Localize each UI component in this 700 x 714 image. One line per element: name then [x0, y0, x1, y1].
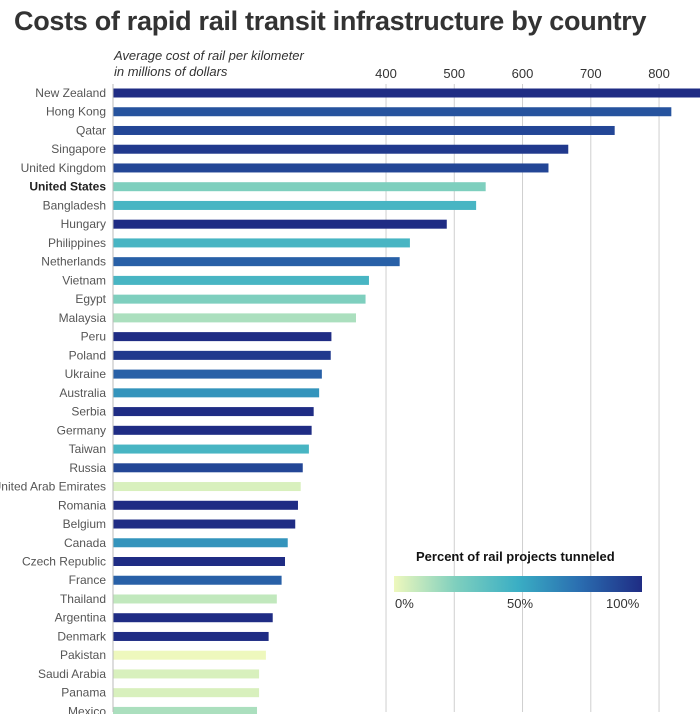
chart-title: Costs of rapid rail transit infrastructu… [14, 6, 647, 36]
country-label-russia: Russia [69, 461, 106, 475]
bar-taiwan [113, 444, 309, 454]
country-label-pakistan: Pakistan [60, 648, 106, 662]
bar-egypt [113, 294, 366, 304]
bar-serbia [113, 407, 314, 417]
legend-label-50: 50% [507, 596, 534, 611]
bar-united-states [113, 182, 486, 192]
country-label-panama: Panama [61, 686, 106, 700]
bar-hungary [113, 219, 447, 229]
x-tick-label-500: 500 [443, 66, 465, 81]
x-axis-ticks: 400 500 600 700 800 [375, 66, 670, 81]
country-label-peru: Peru [81, 330, 106, 344]
country-label-hong-kong: Hong Kong [46, 105, 106, 119]
country-label-united-arab-emirates: United Arab Emirates [0, 480, 106, 494]
country-label-singapore: Singapore [51, 142, 106, 156]
country-label-vietnam: Vietnam [62, 273, 106, 287]
country-label-romania: Romania [58, 498, 106, 512]
country-label-qatar: Qatar [76, 123, 106, 137]
bar-ukraine [113, 369, 322, 379]
country-label-belgium: Belgium [63, 517, 106, 531]
country-label-serbia: Serbia [71, 405, 106, 419]
bar-czech-republic [113, 557, 286, 566]
bar-france [113, 575, 282, 585]
bar-peru [113, 332, 332, 342]
gridlines [385, 84, 660, 712]
bar-panama [113, 688, 260, 698]
country-label-germany: Germany [57, 423, 106, 437]
country-label-egypt: Egypt [75, 292, 106, 306]
bar-new-zealand [113, 88, 700, 98]
country-label-australia: Australia [59, 386, 106, 400]
bar-malaysia [113, 313, 356, 323]
country-label-argentina: Argentina [55, 611, 107, 625]
bar-argentina [113, 613, 273, 623]
subtitle-line-2: in millions of dollars [114, 64, 228, 79]
bar-poland [113, 350, 331, 360]
country-label-france: France [69, 573, 107, 587]
bar-hong-kong [113, 107, 672, 117]
bar-united-kingdom [113, 163, 549, 173]
country-label-philippines: Philippines [48, 236, 106, 250]
bar-australia [113, 388, 320, 398]
bar-denmark [113, 631, 269, 641]
country-label-canada: Canada [64, 536, 106, 550]
country-label-new-zealand: New Zealand [35, 86, 106, 100]
country-label-ukraine: Ukraine [65, 367, 107, 381]
country-label-bangladesh: Bangladesh [43, 198, 106, 212]
bar-singapore [113, 144, 569, 154]
country-label-taiwan: Taiwan [69, 442, 106, 456]
legend-label-100: 100% [606, 596, 640, 611]
country-label-hungary: Hungary [61, 217, 106, 231]
bar-netherlands [113, 257, 400, 267]
country-label-czech-republic: Czech Republic [22, 555, 106, 569]
chart-subtitle: Average cost of rail per kilometer in mi… [114, 48, 304, 80]
x-tick-label-700: 700 [580, 66, 602, 81]
bar-mexico [113, 706, 258, 714]
bar-pakistan [113, 650, 266, 660]
country-label-denmark: Denmark [57, 629, 107, 643]
legend-label-0: 0% [395, 596, 414, 611]
bar-philippines [113, 238, 410, 248]
bar-united-arab-emirates [113, 482, 301, 492]
bars [113, 88, 700, 714]
x-tick-label-400: 400 [375, 66, 397, 81]
country-label-united-states: United States [29, 180, 106, 194]
country-label-mexico: Mexico [68, 704, 106, 714]
bar-bangladesh [113, 200, 477, 210]
x-tick-label-800: 800 [648, 66, 670, 81]
country-label-thailand: Thailand [60, 592, 106, 606]
legend-color-ramp [394, 576, 642, 592]
legend-title: Percent of rail projects tunneled [416, 549, 615, 564]
bar-thailand [113, 594, 277, 604]
bar-saudi-arabia [113, 669, 260, 679]
bar-romania [113, 500, 298, 510]
country-label-saudi-arabia: Saudi Arabia [38, 667, 106, 681]
subtitle-line-1: Average cost of rail per kilometer [114, 48, 304, 63]
bar-vietnam [113, 275, 369, 285]
bar-qatar [113, 125, 615, 135]
bar-germany [113, 425, 312, 435]
bar-canada [113, 538, 288, 548]
country-label-malaysia: Malaysia [59, 311, 107, 325]
country-labels: New Zealand Hong Kong Qatar Singapore United… [0, 86, 107, 714]
country-label-netherlands: Netherlands [41, 255, 106, 269]
x-tick-label-600: 600 [512, 66, 534, 81]
country-label-poland: Poland [69, 348, 106, 362]
bar-belgium [113, 519, 296, 529]
country-label-united-kingdom: United Kingdom [21, 161, 106, 175]
bar-russia [113, 463, 303, 473]
